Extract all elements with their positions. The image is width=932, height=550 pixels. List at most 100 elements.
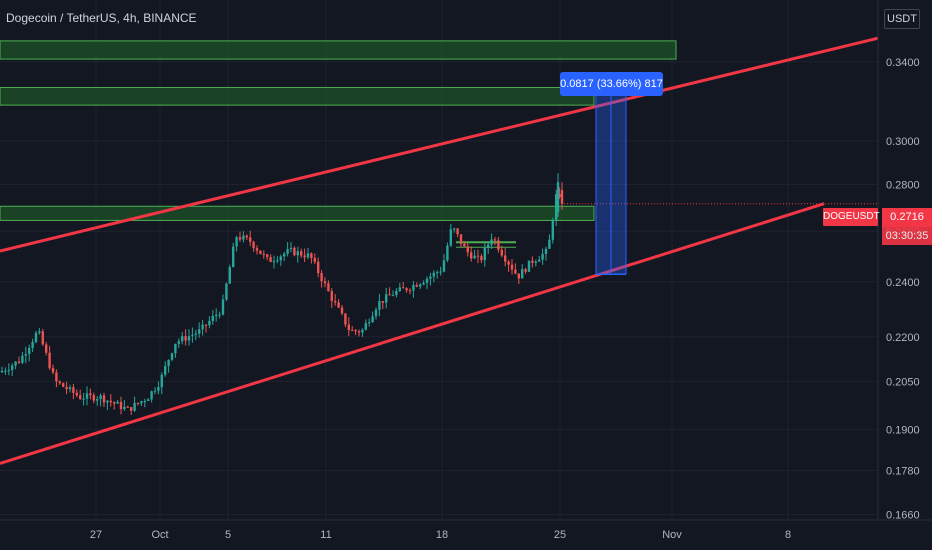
candle-body bbox=[442, 260, 446, 272]
candle-body bbox=[34, 332, 38, 342]
candle-body bbox=[357, 331, 361, 333]
candle-body bbox=[398, 287, 401, 291]
candle-body bbox=[65, 386, 68, 390]
candle-body bbox=[361, 329, 364, 333]
y-tick-label: 0.1900 bbox=[886, 424, 920, 436]
measure-label: 0.0817 (33.66%) 817 bbox=[560, 72, 663, 96]
x-tick-label: 11 bbox=[320, 529, 331, 541]
candle-body bbox=[45, 344, 48, 353]
candle-body bbox=[109, 400, 112, 403]
candle-body bbox=[28, 347, 31, 355]
candle-body bbox=[330, 291, 333, 301]
candle-body bbox=[293, 247, 296, 256]
candle-body bbox=[425, 278, 429, 283]
candle-body bbox=[415, 285, 418, 287]
candle-body bbox=[235, 237, 238, 247]
candle-body bbox=[75, 392, 78, 396]
candle-body bbox=[296, 251, 299, 256]
candle-body bbox=[354, 330, 357, 332]
candle-body bbox=[221, 299, 225, 315]
candle-body bbox=[38, 331, 41, 333]
chart-title: Dogecoin / TetherUS, 4h, BINANCE bbox=[6, 11, 197, 25]
candle-body bbox=[174, 343, 177, 354]
candle-body bbox=[497, 240, 500, 250]
candle-body bbox=[181, 336, 184, 342]
candle-body bbox=[347, 324, 350, 330]
candle-body bbox=[150, 391, 153, 400]
currency-selector[interactable]: USDT bbox=[884, 9, 920, 29]
candle-body bbox=[317, 261, 320, 274]
candle-body bbox=[89, 393, 92, 396]
candle-body bbox=[177, 341, 180, 344]
candle-body bbox=[136, 402, 140, 404]
y-tick-label: 0.2200 bbox=[886, 332, 920, 344]
x-tick-label: Nov bbox=[662, 529, 682, 541]
y-tick-label: 0.2800 bbox=[886, 179, 920, 191]
candle-body bbox=[313, 258, 316, 262]
candle-body bbox=[4, 370, 7, 372]
bar-countdown: 03:30:35 bbox=[882, 227, 932, 245]
candle-body bbox=[126, 406, 129, 408]
candle-body bbox=[548, 239, 551, 249]
candle-body bbox=[541, 253, 544, 260]
candle-body bbox=[300, 251, 303, 256]
candle-body bbox=[106, 400, 109, 403]
candle-body bbox=[119, 401, 123, 410]
candle-body bbox=[487, 244, 490, 248]
candlestick-series bbox=[0, 173, 564, 415]
candle-body bbox=[31, 341, 34, 348]
symbol-tag: DOGEUSDT bbox=[823, 208, 880, 226]
x-tick-label: 27 bbox=[90, 529, 102, 541]
candle-body bbox=[184, 336, 187, 341]
candle-body bbox=[41, 331, 44, 345]
candle-body bbox=[334, 300, 337, 303]
candle-body bbox=[524, 269, 527, 272]
candle-body bbox=[7, 370, 10, 372]
candle-body bbox=[449, 229, 452, 246]
candle-body bbox=[255, 248, 259, 251]
candle-body bbox=[327, 283, 330, 292]
candle-body bbox=[198, 329, 201, 334]
candle-body bbox=[351, 329, 354, 331]
candle-body bbox=[337, 302, 340, 308]
y-tick-label: 0.1660 bbox=[886, 510, 920, 522]
candle-body bbox=[514, 269, 517, 274]
candle-body bbox=[242, 235, 245, 240]
x-tick-label: Oct bbox=[151, 529, 168, 541]
candle-body bbox=[310, 253, 313, 259]
candle-body bbox=[55, 372, 58, 382]
candle-body bbox=[527, 260, 531, 272]
candle-body bbox=[164, 365, 167, 375]
candle-body bbox=[483, 247, 486, 261]
candle-body bbox=[14, 361, 17, 366]
price-channel bbox=[0, 36, 879, 465]
candle-body bbox=[412, 285, 415, 291]
candle-body bbox=[208, 320, 211, 326]
candle-body bbox=[215, 314, 218, 317]
candle-body bbox=[555, 194, 558, 221]
candle-body bbox=[272, 261, 276, 263]
candle-body bbox=[378, 301, 381, 310]
x-tick-label: 5 bbox=[225, 529, 231, 541]
candle-body bbox=[544, 248, 548, 254]
candle-body bbox=[262, 253, 265, 255]
candle-body bbox=[17, 361, 21, 363]
candle-body bbox=[48, 352, 51, 369]
candle-body bbox=[385, 294, 388, 303]
y-tick-label: 0.2050 bbox=[886, 376, 920, 388]
candle-body bbox=[228, 267, 231, 284]
candle-body bbox=[286, 249, 289, 254]
candle-body bbox=[381, 301, 384, 303]
candle-body bbox=[521, 269, 524, 279]
candle-body bbox=[259, 250, 262, 254]
y-tick-label: 0.3400 bbox=[886, 57, 920, 69]
candle-body bbox=[167, 359, 170, 366]
candle-body bbox=[466, 246, 469, 253]
candle-body bbox=[92, 395, 95, 401]
candle-body bbox=[289, 247, 293, 250]
candle-body bbox=[187, 336, 191, 341]
candle-body bbox=[279, 256, 282, 261]
candle-body bbox=[21, 355, 24, 363]
